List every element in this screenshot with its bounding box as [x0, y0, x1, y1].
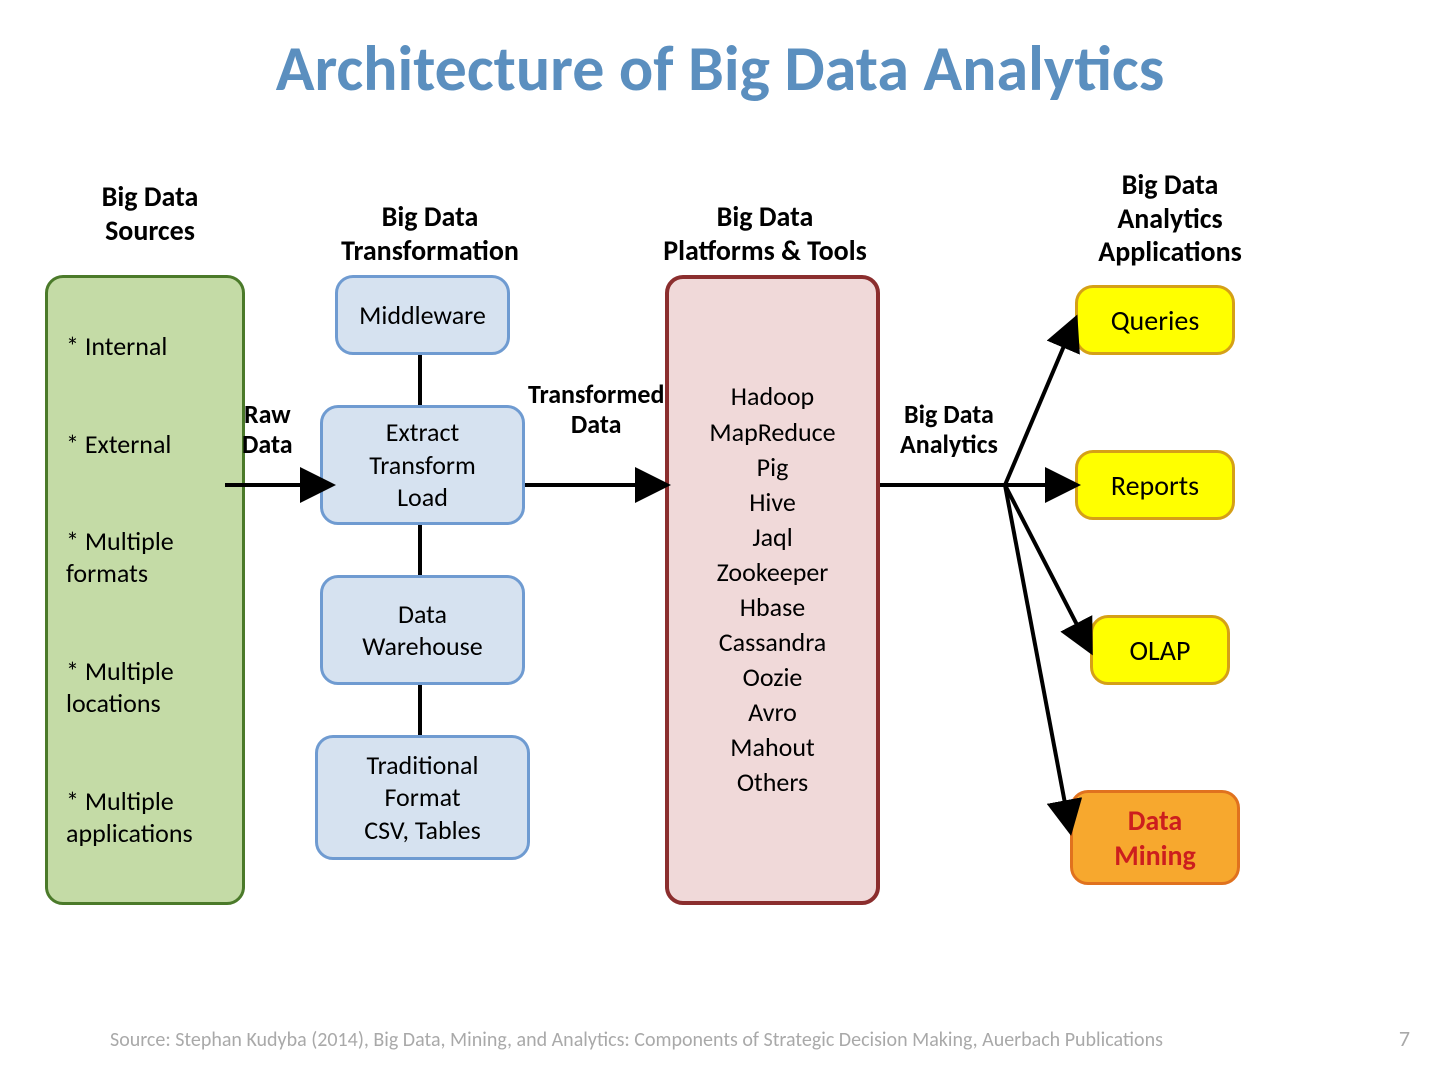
trans-dw: DataWarehouse — [320, 575, 525, 685]
header-sources: Big DataSources — [55, 180, 245, 247]
app-queries: Queries — [1075, 285, 1235, 355]
source-item: * Multiple applications — [66, 785, 224, 850]
platform-item: Mahout — [730, 730, 814, 765]
platforms-box: Hadoop MapReduce Pig Hive Jaql Zookeeper… — [665, 275, 880, 905]
header-transformation: Big DataTransformation — [310, 200, 550, 267]
trans-middleware: Middleware — [335, 275, 510, 355]
platform-item: Others — [737, 765, 808, 800]
platform-item: Hive — [749, 485, 796, 520]
platform-item: Pig — [757, 450, 789, 485]
page-number: 7 — [1399, 1025, 1410, 1052]
platform-item: Hadoop — [731, 379, 814, 414]
sources-box: * Internal * External * Multiple formats… — [45, 275, 245, 905]
label-transformed-data: TransformedData — [528, 380, 664, 440]
app-reports: Reports — [1075, 450, 1235, 520]
platform-item: Oozie — [743, 660, 803, 695]
platform-item: Jaql — [752, 520, 792, 555]
platform-item: Avro — [748, 695, 797, 730]
header-platforms: Big DataPlatforms & Tools — [635, 200, 895, 267]
citation: Source: Stephan Kudyba (2014), Big Data,… — [110, 1028, 1163, 1052]
app-olap: OLAP — [1090, 615, 1230, 685]
label-big-data-analytics: Big DataAnalytics — [900, 400, 998, 460]
source-item: * Multiple locations — [66, 655, 224, 720]
app-data-mining: DataMining — [1070, 790, 1240, 885]
platform-item: Zookeeper — [717, 555, 829, 590]
trans-traditional: TraditionalFormatCSV, Tables — [315, 735, 530, 860]
source-item: * Multiple formats — [66, 525, 224, 590]
platform-item: MapReduce — [709, 415, 835, 450]
trans-etl: ExtractTransformLoad — [320, 405, 525, 525]
source-item: * Internal — [66, 330, 224, 363]
label-raw-data: RawData — [242, 400, 293, 460]
platform-item: Cassandra — [719, 625, 826, 660]
platform-item: Hbase — [740, 590, 805, 625]
source-item: * External — [66, 428, 224, 461]
slide-title: Architecture of Big Data Analytics — [0, 30, 1440, 108]
header-applications: Big DataAnalyticsApplications — [1070, 168, 1270, 269]
